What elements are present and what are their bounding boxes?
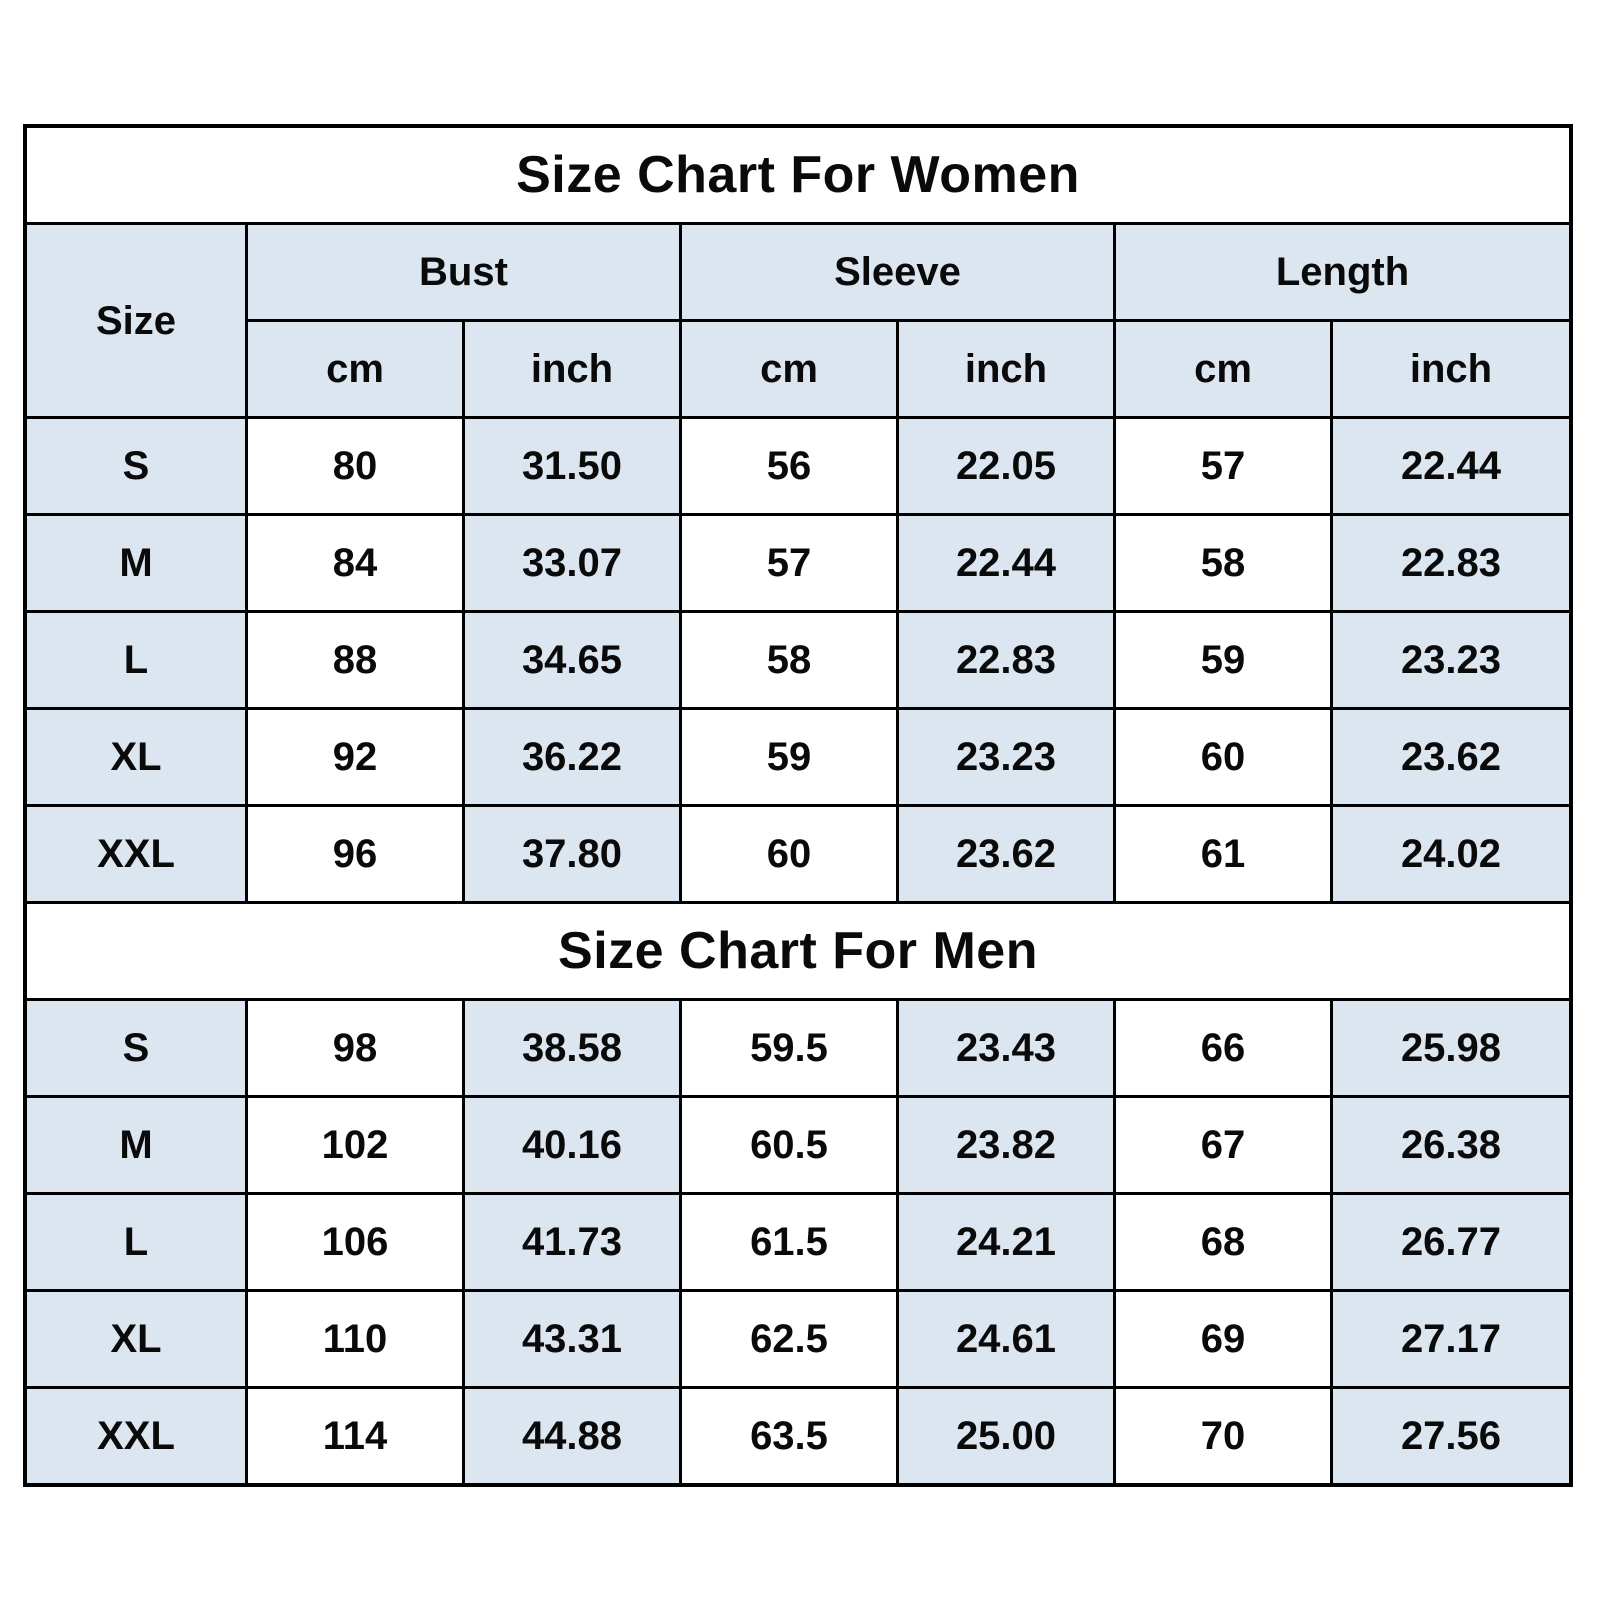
- value-cell: 33.07: [465, 516, 679, 610]
- value-cell: 70: [1116, 1389, 1330, 1483]
- value-cell: 66: [1116, 1001, 1330, 1095]
- value-cell: 38.58: [465, 1001, 679, 1095]
- value-cell: 43.31: [465, 1292, 679, 1386]
- value-cell: 61.5: [682, 1195, 896, 1289]
- value-cell: 58: [682, 613, 896, 707]
- value-cell: 25.98: [1333, 1001, 1569, 1095]
- value-cell: 59: [1116, 613, 1330, 707]
- size-cell: M: [27, 1098, 245, 1192]
- value-cell: 24.21: [899, 1195, 1113, 1289]
- value-cell: 59: [682, 710, 896, 804]
- value-cell: 23.43: [899, 1001, 1113, 1095]
- value-cell: 27.56: [1333, 1389, 1569, 1483]
- value-cell: 27.17: [1333, 1292, 1569, 1386]
- value-cell: 67: [1116, 1098, 1330, 1192]
- value-cell: 60.5: [682, 1098, 896, 1192]
- size-cell: M: [27, 516, 245, 610]
- value-cell: 24.61: [899, 1292, 1113, 1386]
- value-cell: 60: [682, 807, 896, 901]
- sleeve-cm-header: cm: [682, 322, 896, 416]
- size-cell: L: [27, 613, 245, 707]
- women-table-title: Size Chart For Women: [27, 128, 1569, 222]
- value-cell: 96: [248, 807, 462, 901]
- length-cm-header: cm: [1116, 322, 1330, 416]
- men-table-title: Size Chart For Men: [27, 904, 1569, 998]
- value-cell: 106: [248, 1195, 462, 1289]
- value-cell: 61: [1116, 807, 1330, 901]
- value-cell: 23.62: [899, 807, 1113, 901]
- sleeve-inch-header: inch: [899, 322, 1113, 416]
- value-cell: 57: [1116, 419, 1330, 513]
- value-cell: 26.38: [1333, 1098, 1569, 1192]
- size-cell: XL: [27, 1292, 245, 1386]
- length-group-header: Length: [1116, 225, 1569, 319]
- value-cell: 24.02: [1333, 807, 1569, 901]
- size-cell: XL: [27, 710, 245, 804]
- value-cell: 84: [248, 516, 462, 610]
- size-cell: S: [27, 419, 245, 513]
- value-cell: 58: [1116, 516, 1330, 610]
- value-cell: 59.5: [682, 1001, 896, 1095]
- size-column-header: Size: [27, 225, 245, 416]
- value-cell: 60: [1116, 710, 1330, 804]
- bust-cm-header: cm: [248, 322, 462, 416]
- value-cell: 22.44: [1333, 419, 1569, 513]
- value-cell: 102: [248, 1098, 462, 1192]
- size-cell: XXL: [27, 807, 245, 901]
- value-cell: 23.62: [1333, 710, 1569, 804]
- value-cell: 26.77: [1333, 1195, 1569, 1289]
- value-cell: 80: [248, 419, 462, 513]
- bust-inch-header: inch: [465, 322, 679, 416]
- value-cell: 34.65: [465, 613, 679, 707]
- value-cell: 22.05: [899, 419, 1113, 513]
- value-cell: 37.80: [465, 807, 679, 901]
- value-cell: 23.23: [899, 710, 1113, 804]
- size-cell: XXL: [27, 1389, 245, 1483]
- value-cell: 110: [248, 1292, 462, 1386]
- value-cell: 62.5: [682, 1292, 896, 1386]
- value-cell: 25.00: [899, 1389, 1113, 1483]
- length-inch-header: inch: [1333, 322, 1569, 416]
- value-cell: 31.50: [465, 419, 679, 513]
- value-cell: 69: [1116, 1292, 1330, 1386]
- value-cell: 57: [682, 516, 896, 610]
- bust-group-header: Bust: [248, 225, 679, 319]
- value-cell: 114: [248, 1389, 462, 1483]
- value-cell: 41.73: [465, 1195, 679, 1289]
- value-cell: 22.83: [899, 613, 1113, 707]
- value-cell: 23.82: [899, 1098, 1113, 1192]
- value-cell: 40.16: [465, 1098, 679, 1192]
- sleeve-group-header: Sleeve: [682, 225, 1113, 319]
- value-cell: 44.88: [465, 1389, 679, 1483]
- value-cell: 92: [248, 710, 462, 804]
- value-cell: 68: [1116, 1195, 1330, 1289]
- value-cell: 36.22: [465, 710, 679, 804]
- value-cell: 56: [682, 419, 896, 513]
- value-cell: 63.5: [682, 1389, 896, 1483]
- size-cell: L: [27, 1195, 245, 1289]
- value-cell: 98: [248, 1001, 462, 1095]
- size-cell: S: [27, 1001, 245, 1095]
- size-chart-table: Size Chart For Women Size Bust Sleeve Le…: [23, 124, 1573, 1487]
- value-cell: 23.23: [1333, 613, 1569, 707]
- value-cell: 22.44: [899, 516, 1113, 610]
- value-cell: 88: [248, 613, 462, 707]
- value-cell: 22.83: [1333, 516, 1569, 610]
